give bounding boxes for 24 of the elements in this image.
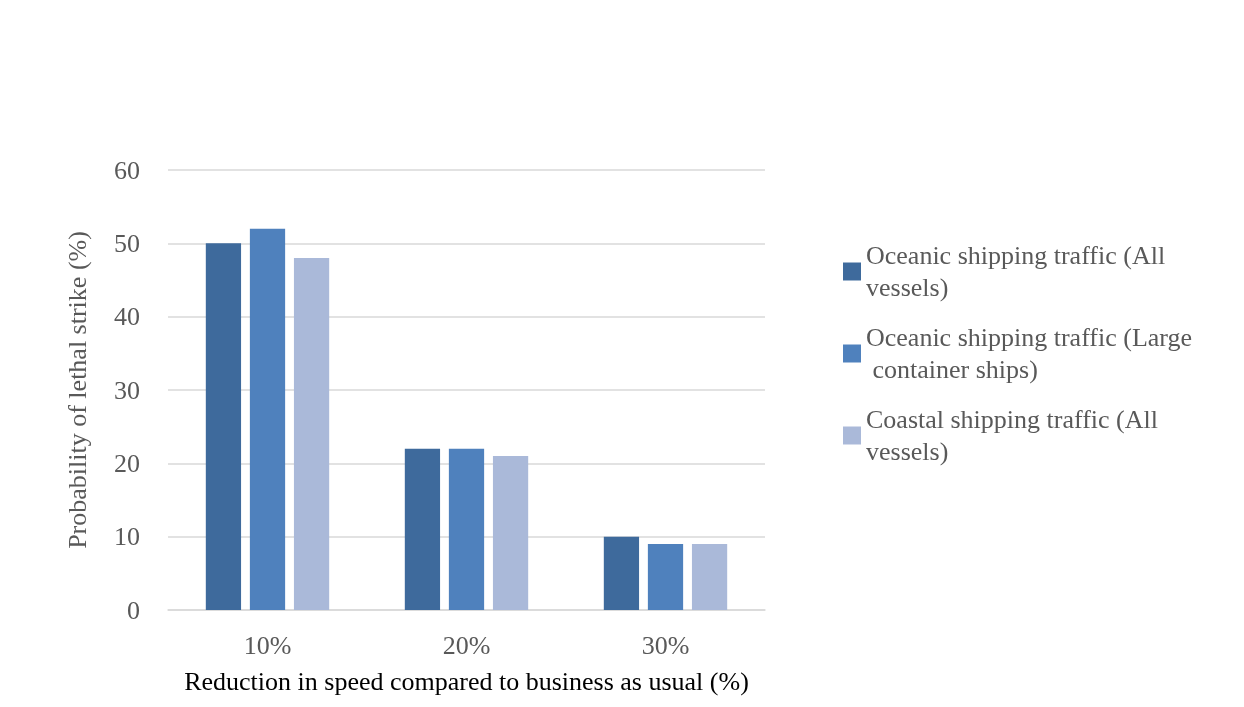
bar <box>492 456 529 610</box>
y-tick-label: 0 <box>127 595 140 625</box>
bar <box>691 544 728 610</box>
bar <box>293 258 330 610</box>
bar <box>448 448 485 610</box>
x-tick-label: 30% <box>641 630 690 660</box>
bar <box>647 544 684 610</box>
legend-label: Oceanic shipping traffic (All vessels) <box>866 241 1172 302</box>
y-tick-label: 20 <box>114 448 140 478</box>
y-axis-title: Probability of lethal strike (%) <box>62 231 92 549</box>
x-tick-label: 10% <box>243 630 292 660</box>
bar <box>404 448 441 610</box>
legend-label: Oceanic shipping traffic (Large container ships) <box>866 323 1193 384</box>
x-axis-title: Reduction in speed compared to business as usual (%) <box>184 666 749 696</box>
bar <box>249 228 286 610</box>
y-tick-label: 10 <box>114 522 140 552</box>
bar <box>603 536 640 610</box>
legend-label: Coastal shipping traffic (All vessels) <box>866 405 1165 466</box>
y-tick-label: 30 <box>114 375 140 405</box>
y-tick-label: 50 <box>114 228 140 258</box>
x-tick-label: 20% <box>442 630 491 660</box>
y-tick-label: 60 <box>114 155 140 185</box>
bar <box>205 243 242 610</box>
y-tick-label: 40 <box>114 302 140 332</box>
